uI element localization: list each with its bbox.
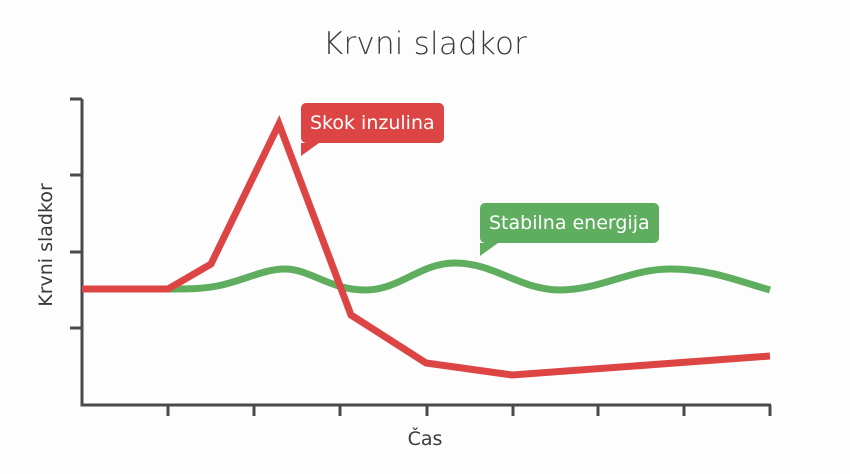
- y-axis-line: [80, 99, 771, 407]
- axes: [70, 97, 772, 416]
- callout-tail: [301, 143, 319, 156]
- insulin-spike-callout: Skok inzulina: [301, 103, 444, 156]
- insulin-spike-label: Skok inzulina: [310, 112, 435, 134]
- stable-energy-label: Stabilna energija: [489, 212, 650, 234]
- stable-energy-callout: Stabilna energija: [480, 203, 659, 256]
- green-series-line: [167, 259, 771, 294]
- callout-tail: [480, 243, 498, 256]
- x-axis-label: Čas: [407, 428, 443, 450]
- red-series-line: [82, 115, 771, 379]
- chart-title: Krvni sladkor: [322, 26, 528, 62]
